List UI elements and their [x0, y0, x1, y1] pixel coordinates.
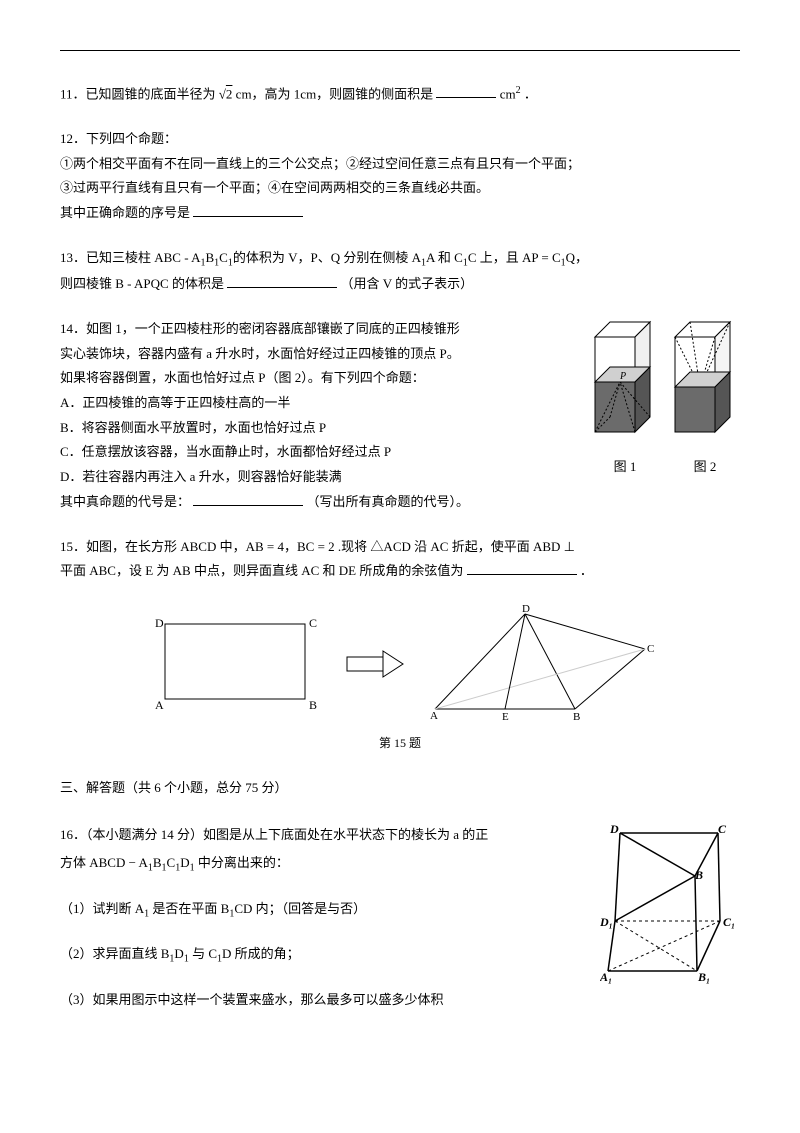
q12-blank: [193, 203, 303, 217]
svg-text:B: B: [573, 711, 580, 723]
q14-blank: [193, 492, 303, 506]
q14-optA: A．正四棱锥的高等于正四棱柱高的一半: [60, 391, 575, 416]
q12-line1: ①两个相交平面有不在同一直线上的三个公交点；②经过空间任意三点有且只有一个平面；: [60, 152, 740, 177]
q12-header: 12．下列四个命题：: [60, 127, 740, 152]
question-14: 14．如图 1，一个正四棱柱形的密闭容器底部镶嵌了同底的正四棱锥形 实心装饰块，…: [60, 317, 740, 515]
fig2-label: 图 2: [670, 456, 740, 475]
svg-text:C: C: [718, 822, 727, 836]
question-11: 11．已知圆锥的底面半径为 √2 cm，高为 1cm，则圆锥的侧面积是 cm2 …: [60, 81, 740, 107]
q16-figure: D C B D₁ C₁ A₁ B₁: [600, 821, 740, 1015]
q11-unit: cm: [500, 86, 516, 101]
svg-text:A₁: A₁: [600, 970, 612, 984]
q14-optD: D．若往容器内再注入 a 升水，则容器恰好能装满: [60, 465, 575, 490]
q15-caption: 第 15 题: [60, 734, 740, 751]
svg-text:P: P: [619, 371, 626, 382]
arrow-icon: [345, 649, 405, 679]
top-rule: [60, 50, 740, 51]
q11-text-b: cm，高为 1cm，则圆锥的侧面积是: [236, 86, 434, 101]
question-15: 15．如图，在长方形 ABCD 中，AB = 4，BC = 2 .现将 △ACD…: [60, 535, 740, 584]
fig1-label: 图 1: [590, 456, 660, 475]
q13-blank: [227, 274, 337, 288]
svg-text:D: D: [522, 604, 530, 615]
svg-text:A: A: [155, 698, 164, 712]
svg-text:D: D: [155, 616, 164, 630]
q12-line2: ③过两平行直线有且只有一个平面；④在空间两两相交的三条直线必共面。: [60, 176, 740, 201]
question-16: 16．（本小题满分 14 分）如图是从上下底面处在水平状态下的棱长为 a 的正 …: [60, 821, 740, 1015]
svg-text:C: C: [309, 616, 317, 630]
q16-p3: （3）如果用图示中这样一个装置来盛水，那么最多可以盛多少体积: [60, 986, 580, 1015]
svg-text:C₁: C₁: [723, 915, 735, 929]
q11-exp: 2: [516, 85, 521, 96]
svg-text:C: C: [647, 643, 654, 655]
svg-text:B₁: B₁: [697, 970, 710, 984]
question-12: 12．下列四个命题： ①两个相交平面有不在同一直线上的三个公交点；②经过空间任意…: [60, 127, 740, 226]
svg-text:B: B: [309, 698, 317, 712]
q15-figures: D C A B D C A E B: [60, 604, 740, 724]
svg-text:D₁: D₁: [600, 915, 613, 929]
q12-line3: 其中正确命题的序号是: [60, 205, 190, 220]
q14-figure-1: P 图 1: [590, 317, 660, 515]
q13-a: 13．已知三棱柱 ABC - A: [60, 250, 200, 265]
svg-text:A: A: [430, 710, 438, 722]
q11-blank: [436, 84, 496, 98]
q11-text-a: 11．已知圆锥的底面半径为: [60, 86, 216, 101]
q15-l1: 15．如图，在长方形 ABCD 中，AB = 4，BC = 2 .现将 △ACD…: [60, 535, 740, 560]
q15-folded: D C A E B: [425, 604, 655, 724]
svg-text:D: D: [609, 822, 619, 836]
q13-i: （用含 V 的式子表示）: [340, 276, 473, 291]
q11-sqrt: 2: [226, 86, 233, 101]
q11-period: ．: [524, 86, 537, 101]
question-13: 13．已知三棱柱 ABC - A1B1C1的体积为 V，P、Q 分别在侧棱 A1…: [60, 246, 740, 297]
q15-blank: [467, 561, 577, 575]
q14-figure-2: P 图 2: [670, 317, 740, 515]
section-3-header: 三、解答题（共 6 个小题，总分 75 分）: [60, 776, 740, 801]
svg-text:E: E: [502, 711, 509, 723]
q15-rectangle: D C A B: [145, 609, 325, 719]
q14-l1: 14．如图 1，一个正四棱柱形的密闭容器底部镶嵌了同底的正四棱锥形: [60, 317, 575, 342]
q13-h: 则四棱锥 B - APQC 的体积是: [60, 276, 224, 291]
